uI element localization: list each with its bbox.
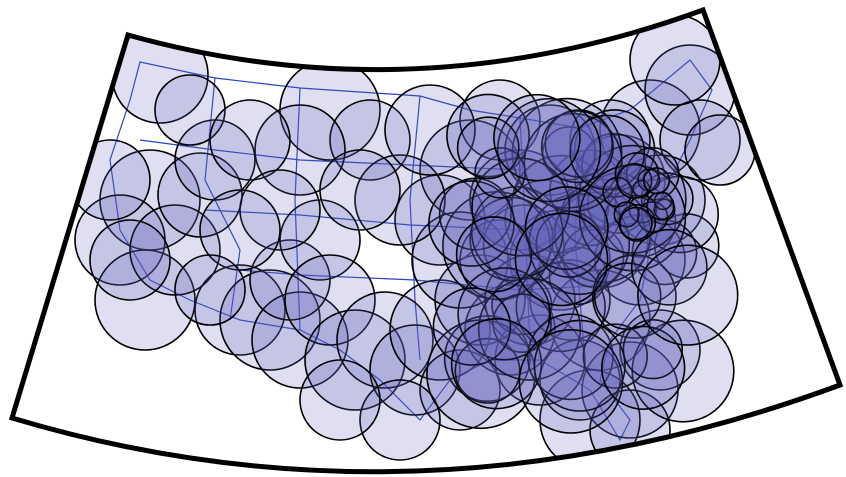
- state-line: [519, 117, 531, 351]
- coverage-circle: [299, 359, 381, 441]
- coverage-circle: [89, 219, 171, 301]
- coverage-circle: [539, 339, 621, 421]
- coverage-circle: [279, 199, 361, 281]
- coverage-circle: [600, 325, 686, 410]
- coverage-circle: [646, 191, 675, 221]
- coverage-circles: [69, 14, 756, 471]
- coverage-circle: [434, 254, 526, 346]
- coverage-circle: [194, 264, 286, 356]
- coverage-circle: [336, 291, 434, 389]
- coverage-circle: [619, 206, 653, 241]
- state-line: [294, 87, 301, 331]
- coverage-circle: [199, 189, 281, 271]
- coverage-circle: [455, 216, 533, 293]
- coverage-circle: [637, 244, 739, 346]
- state-line: [239, 269, 611, 291]
- coverage-circle: [354, 154, 446, 246]
- coverage-circle: [642, 167, 671, 195]
- coverage-circle: [514, 212, 609, 307]
- coverage-circle: [496, 97, 602, 203]
- coverage-circle: [456, 116, 520, 180]
- coverage-circle: [254, 104, 346, 196]
- coverage-circle: [329, 99, 411, 181]
- coverage-circle: [581, 132, 647, 198]
- state-line: [139, 139, 521, 171]
- coverage-circle: [569, 114, 646, 191]
- coverage-circle: [94, 249, 196, 351]
- coverage-circle: [524, 186, 609, 271]
- coverage-circle: [174, 254, 246, 326]
- coverage-circle: [630, 228, 708, 306]
- coverage-circle: [493, 93, 581, 182]
- coverage-circle: [384, 84, 476, 176]
- coverage-circle: [319, 149, 401, 231]
- coverage-circle: [446, 93, 530, 178]
- coverage-circle: [618, 203, 657, 242]
- coverage-circle: [154, 74, 226, 146]
- coverage-circle: [492, 293, 552, 354]
- coverage-circle: [477, 277, 582, 381]
- coverage-circle: [239, 169, 321, 251]
- coverage-circle: [616, 163, 653, 200]
- coverage-circle: [284, 254, 376, 346]
- coverage-circle: [619, 309, 701, 391]
- coverage-circle: [518, 328, 624, 434]
- map-frame: [8, 6, 844, 475]
- coverage-circle: [533, 319, 626, 412]
- coverage-circle: [209, 99, 291, 181]
